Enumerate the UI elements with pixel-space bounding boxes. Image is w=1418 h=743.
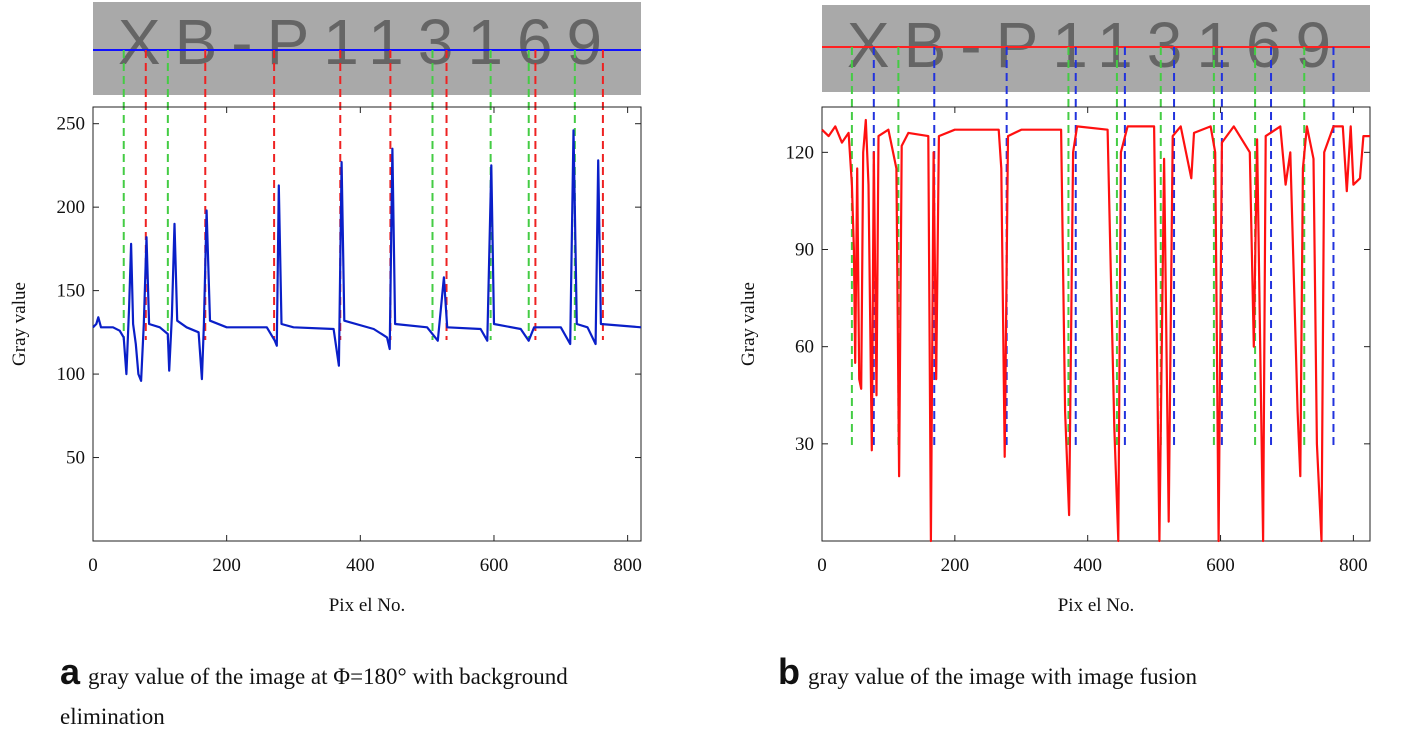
- caption-a: a gray value of the image at Φ=180° with …: [60, 652, 630, 737]
- x-tick-label: 600: [480, 555, 509, 576]
- y-axis-label: Gray value: [9, 282, 30, 366]
- y-axis-label: Gray value: [738, 282, 759, 366]
- y-tick-label: 150: [57, 281, 86, 302]
- caption-label: b: [778, 651, 800, 692]
- y-tick-label: 100: [57, 364, 86, 385]
- x-tick-label: 800: [1339, 555, 1368, 576]
- x-tick-label: 400: [1073, 555, 1102, 576]
- x-tick-label: 0: [88, 555, 98, 576]
- label-image-text: XB-P113169: [847, 9, 1345, 81]
- y-tick-label: 120: [786, 142, 815, 163]
- plot-frame: [92, 106, 642, 542]
- caption-text: gray value of the image with image fusio…: [808, 664, 1197, 689]
- y-tick-label: 90: [795, 240, 814, 261]
- x-tick-label: 800: [613, 555, 642, 576]
- data-line: [821, 118, 1370, 543]
- x-tick-label: 400: [346, 555, 375, 576]
- x-tick-label: 200: [941, 555, 970, 576]
- label-image-text: XB-P113169: [118, 6, 616, 78]
- caption-b: b gray value of the image with image fusi…: [778, 652, 1398, 697]
- x-tick-label: 0: [817, 555, 827, 576]
- data-line: [92, 129, 642, 382]
- label-image: [93, 2, 641, 95]
- caption-label: a: [60, 651, 81, 692]
- x-tick-label: 600: [1206, 555, 1235, 576]
- y-tick-label: 50: [66, 448, 85, 469]
- x-tick-label: 200: [212, 555, 241, 576]
- label-image: [822, 5, 1370, 92]
- y-tick-label: 30: [795, 434, 814, 455]
- x-axis-label: Pix el No.: [329, 595, 406, 616]
- plot-frame: [821, 106, 1371, 542]
- y-tick-label: 200: [57, 197, 86, 218]
- caption-text: gray value of the image at Φ=180° with b…: [60, 664, 568, 729]
- x-axis-label: Pix el No.: [1058, 595, 1135, 616]
- y-tick-label: 250: [57, 114, 86, 135]
- y-tick-label: 60: [795, 337, 814, 358]
